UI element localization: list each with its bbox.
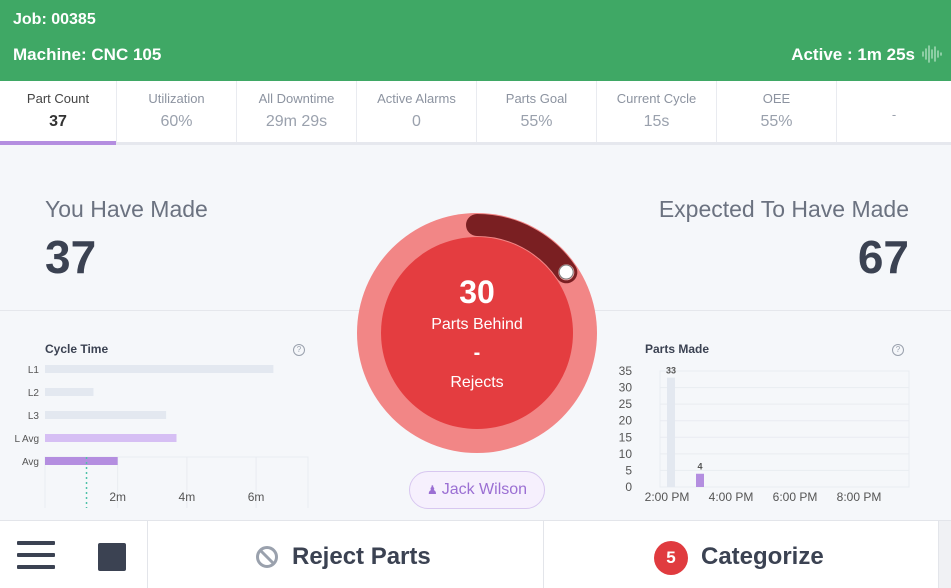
y-tick-label: L2 <box>28 388 40 399</box>
cycle-bar <box>45 434 177 442</box>
x-tick-label: 2m <box>109 490 126 504</box>
x-tick-label: 4m <box>179 490 196 504</box>
rejects-value: - <box>473 342 481 364</box>
y-tick-label: Avg <box>22 457 39 468</box>
y-tick-label: 5 <box>625 463 632 477</box>
tab-utilization[interactable]: Utilization 60% <box>117 81 237 142</box>
main-panel: You Have Made 37 Expected To Have Made 6… <box>0 148 951 520</box>
tab-parts-goal[interactable]: Parts Goal 55% <box>477 81 597 142</box>
cycle-bar <box>45 388 94 396</box>
tab-value: 15s <box>643 113 670 130</box>
parts-made-title: Parts Made <box>645 342 710 356</box>
menu-icon-bar <box>17 565 55 569</box>
tab-value: - <box>891 107 897 122</box>
operator-button[interactable]: ♟ Jack Wilson <box>409 471 545 509</box>
tab-value: 29m 29s <box>265 113 328 130</box>
made-value: 37 <box>45 231 97 283</box>
tab-value: 60% <box>160 113 193 130</box>
x-tick-label: 6m <box>248 490 265 504</box>
job-number: Job: 00385 <box>13 11 96 28</box>
expected-label: Expected To Have Made <box>658 196 909 222</box>
tab-label: Parts Goal <box>505 91 568 106</box>
tab-part-count[interactable]: Part Count 37 <box>0 81 117 145</box>
y-tick-label: 25 <box>619 397 633 411</box>
y-tick-label: 30 <box>619 381 633 395</box>
parts-bar <box>667 377 675 487</box>
footer-toolbar: Reject Parts 5 Categorize <box>0 520 951 588</box>
x-tick-label: 4:00 PM <box>709 490 754 504</box>
categorize-button[interactable]: 5 Categorize <box>544 521 938 588</box>
operator-name: Jack Wilson <box>441 481 528 498</box>
tab-value: 55% <box>520 113 553 130</box>
y-tick-label: 15 <box>619 430 633 444</box>
rejects-label: Rejects <box>450 374 504 391</box>
tab-label: Part Count <box>26 91 90 106</box>
parts-made-help-icon[interactable]: ? <box>892 344 904 356</box>
made-label: You Have Made <box>45 196 208 222</box>
person-icon: ♟ <box>426 483 438 497</box>
menu-button[interactable] <box>0 521 74 588</box>
y-tick-label: 0 <box>625 480 632 494</box>
tab-label: OEE <box>762 91 791 106</box>
categorize-count-badge: 5 <box>654 541 688 575</box>
plot-frame <box>44 456 309 508</box>
tab-label: Active Alarms <box>377 91 456 106</box>
y-tick-label: 10 <box>619 447 633 461</box>
tab-empty[interactable]: - <box>837 81 951 142</box>
tab-all-downtime[interactable]: All Downtime 29m 29s <box>237 81 357 142</box>
bar-value-label: 33 <box>666 366 676 376</box>
stop-icon <box>98 543 126 571</box>
tab-value: 55% <box>760 113 793 130</box>
scrollbar[interactable] <box>938 521 951 588</box>
parts-behind-label: Parts Behind <box>431 316 523 333</box>
activity-wave-icon <box>922 45 942 63</box>
categorize-label: Categorize <box>701 543 824 570</box>
expected-value: 67 <box>857 231 909 283</box>
x-tick-label: 6:00 PM <box>773 490 818 504</box>
tab-label: Utilization <box>148 91 205 106</box>
cycle-time-help-icon[interactable]: ? <box>293 344 305 356</box>
x-tick-label: 8:00 PM <box>837 490 882 504</box>
gauge-inner-disc <box>381 237 573 429</box>
cycle-bar <box>45 365 274 373</box>
cycle-bar <box>45 411 167 419</box>
reject-parts-button[interactable]: Reject Parts <box>148 521 544 588</box>
tab-label: All Downtime <box>258 91 335 106</box>
tab-active-alarms[interactable]: Active Alarms 0 <box>357 81 477 142</box>
x-tick-label: 2:00 PM <box>645 490 690 504</box>
y-tick-label: 20 <box>619 414 633 428</box>
tab-value: 37 <box>49 113 67 130</box>
machine-name: Machine: CNC 105 <box>13 45 162 64</box>
reject-parts-label: Reject Parts <box>292 543 431 570</box>
prohibited-icon <box>256 546 278 568</box>
tab-value: 0 <box>412 113 421 130</box>
stop-button[interactable] <box>74 521 148 588</box>
cycle-time-title: Cycle Time <box>45 342 109 356</box>
y-tick-label: L Avg <box>15 434 39 445</box>
status-timer: Active : 1m 25s <box>791 45 915 64</box>
y-tick-label: L1 <box>28 365 40 376</box>
cycle-bar <box>45 457 118 465</box>
header-bar: Job: 00385 Machine: CNC 105 Active : 1m … <box>0 0 951 81</box>
parts-behind-gauge: 30 Parts Behind - Rejects <box>356 212 598 454</box>
parts-made-chart: 0 5 10 15 20 25 30 35 33 4 2:00 PM 4:00 PM 6:00 PM 8:… <box>619 364 910 504</box>
plot-frame <box>659 370 910 488</box>
tab-oee[interactable]: OEE 55% <box>717 81 837 142</box>
y-tick-label: 35 <box>619 364 633 378</box>
stats-bar: Part Count 37 Utilization 60% All Downti… <box>0 81 951 145</box>
tab-label: Current Cycle <box>616 91 697 106</box>
parts-bar <box>696 473 704 487</box>
cycle-time-chart: L1 L2 L3 L Avg Avg 2m 4m 6m <box>15 365 309 508</box>
tab-current-cycle[interactable]: Current Cycle 15s <box>597 81 717 142</box>
gauge-progress-arc <box>466 214 578 284</box>
expected-marker <box>558 264 574 280</box>
bar-value-label: 4 <box>697 462 702 472</box>
menu-icon <box>17 541 55 545</box>
gauge-ring <box>357 213 597 453</box>
parts-behind-value: 30 <box>459 274 495 310</box>
y-tick-label: L3 <box>28 411 40 422</box>
menu-icon-bar <box>17 553 55 557</box>
